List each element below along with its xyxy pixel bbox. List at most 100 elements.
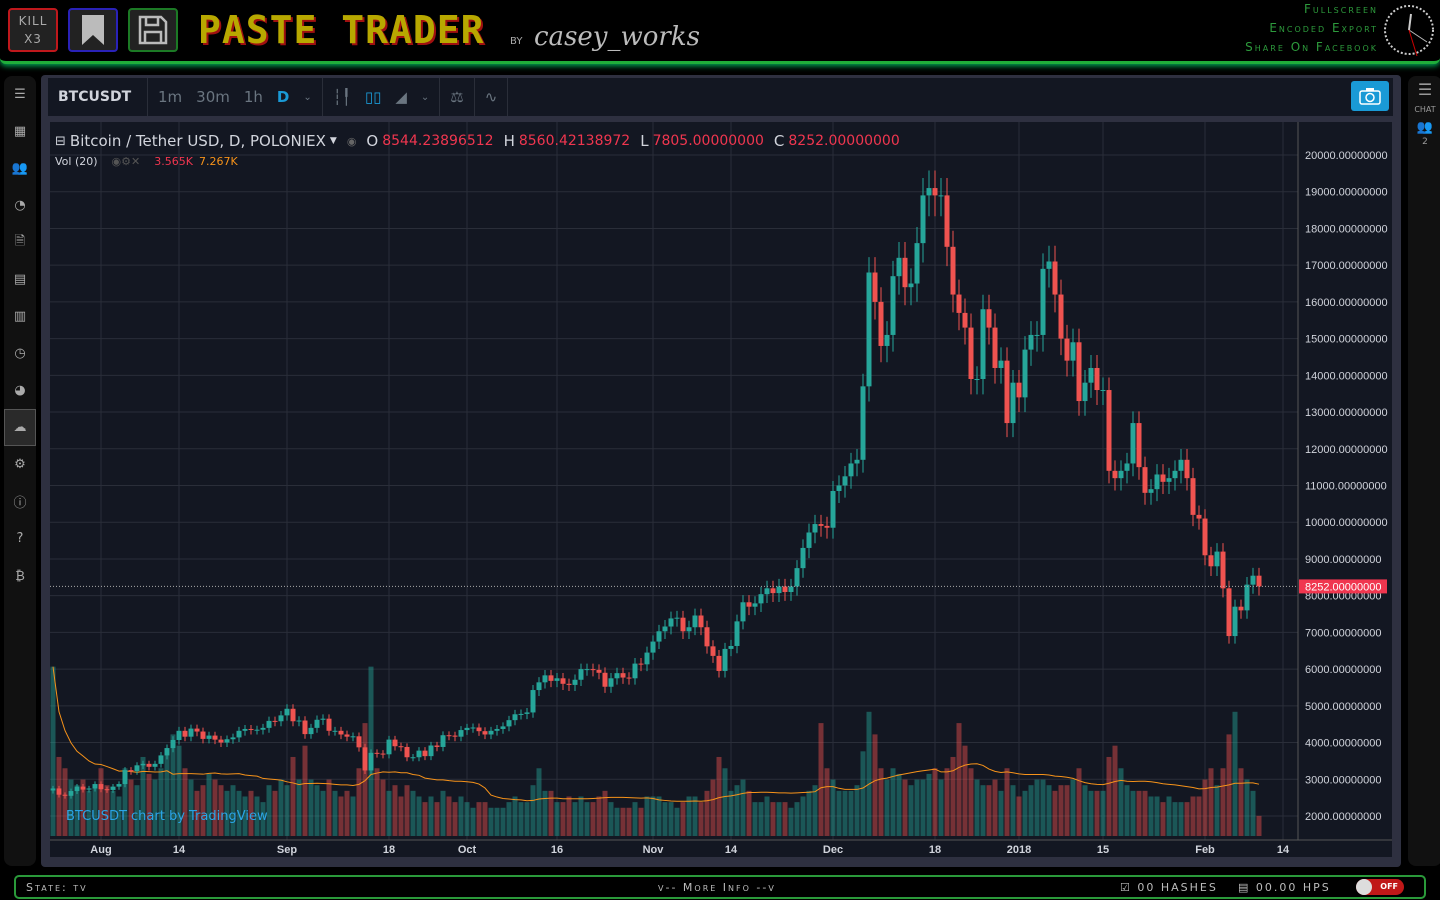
volume-bar <box>800 796 806 836</box>
volume-bar <box>938 779 944 836</box>
bookmark-button[interactable] <box>68 8 118 52</box>
candle-body <box>1172 470 1178 479</box>
interval-1h[interactable]: 1h <box>243 88 263 106</box>
price-tick-label: 12000.00000000 <box>1305 444 1388 456</box>
candle-body <box>368 752 374 771</box>
pdf-icon[interactable]: 🗎 <box>14 233 26 249</box>
volume-bar <box>974 779 980 836</box>
candle-body <box>848 463 854 477</box>
snapshot-button[interactable] <box>1351 81 1389 111</box>
menu-icon[interactable]: ☰ <box>1417 80 1433 99</box>
interval-1m[interactable]: 1m <box>158 88 183 106</box>
settings-icon[interactable]: ⚙ <box>14 457 26 472</box>
series-title[interactable]: Bitcoin / Tether USD, D, POLONIEX <box>69 132 326 150</box>
volume-bar <box>410 790 416 836</box>
interval-D[interactable]: D <box>276 88 290 106</box>
volume-bar <box>1172 802 1178 836</box>
tradingview-credit-link[interactable]: BTCUSDT chart by TradingView <box>66 809 268 824</box>
candle-body <box>1154 474 1160 490</box>
menu-icon[interactable]: ☰ <box>14 87 26 102</box>
save-button[interactable] <box>128 8 178 52</box>
candle-body <box>62 794 68 796</box>
candle-body <box>1124 463 1130 471</box>
encoded-export-link[interactable]: Encoded Export <box>1269 21 1378 35</box>
candle-body <box>1214 551 1220 567</box>
candle-body <box>434 745 440 747</box>
candle-body <box>302 720 308 735</box>
table-icon[interactable]: ▤ <box>13 272 27 287</box>
candle-body <box>392 739 398 747</box>
compare-button[interactable]: ∿ <box>475 78 509 116</box>
candle-body <box>1088 367 1094 383</box>
fullscreen-link[interactable]: Fullscreen <box>1304 2 1378 16</box>
candle-body <box>338 730 344 735</box>
candle-body <box>236 730 242 738</box>
dashboard-icon[interactable]: ◔ <box>14 198 26 213</box>
volume-bar <box>1112 745 1118 836</box>
volume-bar <box>356 768 362 836</box>
candle-body <box>206 735 212 739</box>
candle-body <box>776 586 782 594</box>
area-chart-type-icon[interactable]: ◢ <box>395 88 407 106</box>
volume-bar <box>464 802 470 836</box>
chevron-down-icon[interactable]: ⌄ <box>420 91 430 103</box>
volume-bar <box>698 802 704 836</box>
pie-chart-icon[interactable]: ◕ <box>14 383 26 398</box>
price-tick-label: 17000.00000000 <box>1305 260 1388 272</box>
candle-body <box>1130 423 1136 464</box>
more-info-toggle[interactable]: v-- More Info --v <box>658 880 776 894</box>
candle-body <box>1256 575 1262 587</box>
candle-body <box>260 727 266 730</box>
candle-body <box>686 627 692 632</box>
volume-bar <box>632 802 638 836</box>
kill-sub-label: X3 <box>24 32 42 46</box>
volume-bar <box>74 785 80 836</box>
share-facebook-link[interactable]: Share On Facebook <box>1245 40 1378 54</box>
bitcoin-icon[interactable]: ₿ <box>15 568 25 584</box>
candle-body <box>446 735 452 737</box>
chevron-down-icon[interactable]: ⌄ <box>303 91 312 103</box>
volume-bar <box>662 802 668 836</box>
clock-icon[interactable]: ◷ <box>14 346 26 361</box>
candle-body <box>1202 518 1208 556</box>
candle-body <box>578 669 584 680</box>
kill-button[interactable]: KILL X3 <box>8 8 58 52</box>
volume-bar <box>1214 785 1220 836</box>
info-icon[interactable]: ⓘ <box>13 496 27 511</box>
interval-30m[interactable]: 30m <box>196 88 230 106</box>
bar-chart-type-icon[interactable]: ┆╿ <box>332 88 351 106</box>
eye-icon[interactable]: ◉ <box>346 134 357 148</box>
indicators-button[interactable]: ⚖ <box>440 78 475 116</box>
time-tick-label: 14 <box>1277 844 1290 856</box>
price-chart[interactable]: 2000.00000000 3000.00000000 4000.00000000 5… <box>50 122 1392 857</box>
users-icon[interactable]: 👥 <box>11 161 29 176</box>
app-title: PASTE TRADER <box>198 8 485 52</box>
volume-bar <box>1154 796 1160 836</box>
tradingview-icon[interactable]: ☁ <box>4 409 36 446</box>
volume-bar <box>284 785 290 836</box>
chat-label[interactable]: CHAT <box>1414 105 1436 114</box>
users-icon[interactable]: 👥 <box>1416 120 1434 135</box>
time-tick-label: 18 <box>383 844 395 856</box>
volume-bar <box>350 796 356 836</box>
candle-body <box>350 736 356 738</box>
volume-bar <box>194 790 200 836</box>
candle-chart-type-icon[interactable]: ▯▯ <box>364 88 382 106</box>
chevron-down-icon[interactable]: ▼ <box>329 136 337 146</box>
collapse-icon[interactable]: ⊟ <box>55 133 66 149</box>
symbol-selector[interactable]: BTCUSDT <box>48 78 148 116</box>
candle-body <box>200 731 206 739</box>
volume-bar <box>548 790 554 836</box>
volume-title[interactable]: Vol (20) <box>55 155 98 168</box>
candle-body <box>152 763 158 767</box>
volume-bar <box>1166 796 1172 836</box>
candle-body <box>50 788 56 791</box>
miner-toggle[interactable]: OFF <box>1356 879 1404 895</box>
grid-icon[interactable]: ▦ <box>13 124 27 139</box>
volume-bar <box>650 796 656 836</box>
help-icon[interactable]: ? <box>16 531 24 546</box>
volume-bar <box>608 802 614 836</box>
bar-chart-icon[interactable]: ▥ <box>13 309 27 324</box>
volume-controls-icon[interactable]: ◉⚙✕ <box>111 155 141 168</box>
volume-bar <box>674 807 680 836</box>
